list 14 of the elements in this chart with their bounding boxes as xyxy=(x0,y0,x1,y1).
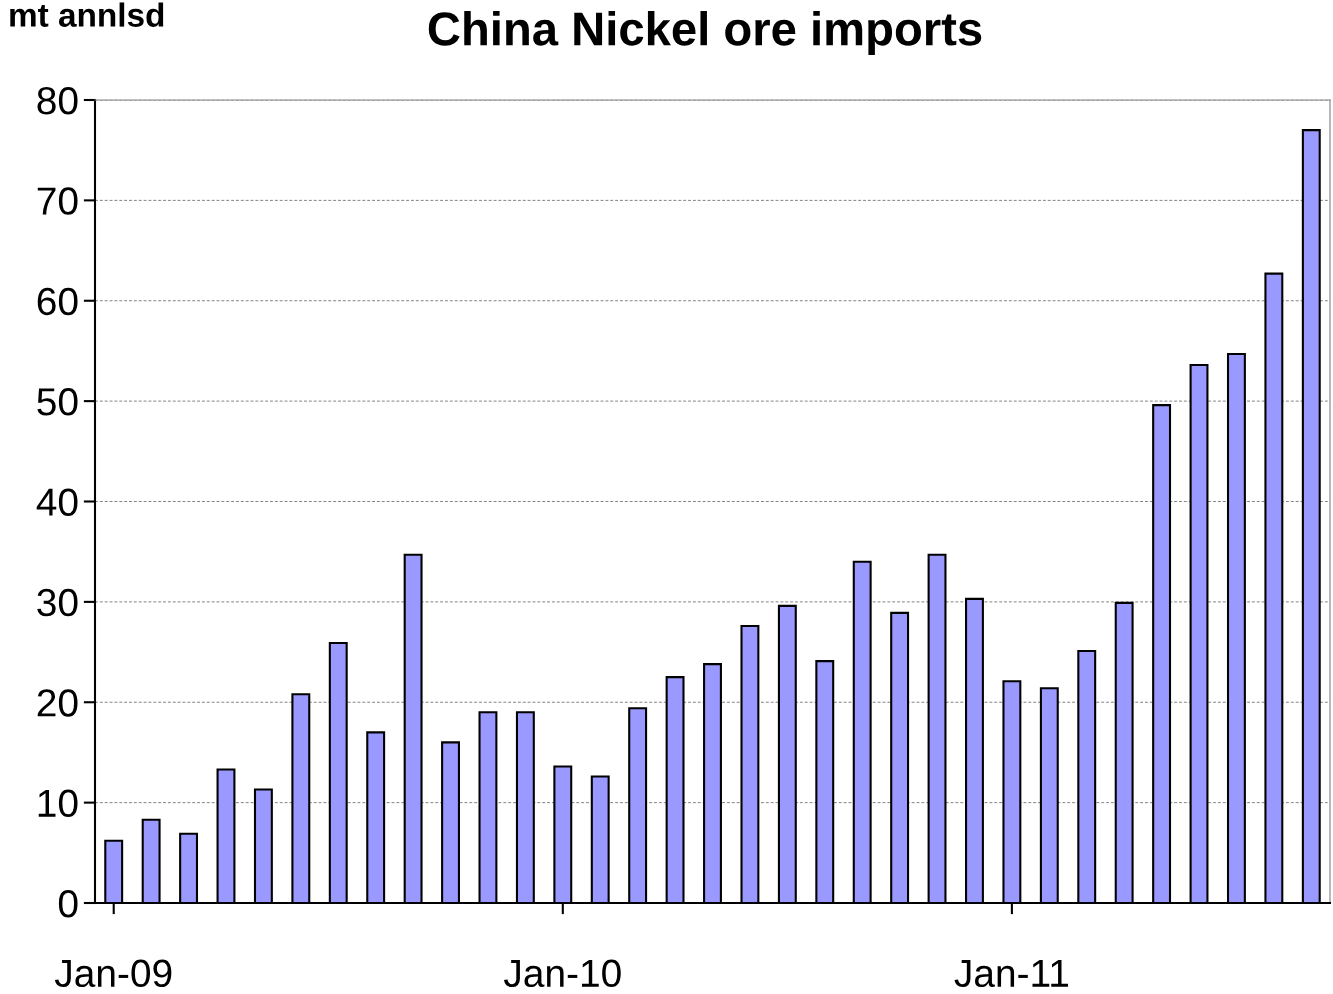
y-tick-label: 10 xyxy=(38,789,78,818)
x-tick-label: Jan-11 xyxy=(954,959,1069,988)
y-axis-title: mt annlsd xyxy=(10,2,164,27)
x-tick-label: Jan-10 xyxy=(503,959,621,988)
y-tick-label: 20 xyxy=(37,689,78,717)
y-tick-label: 80 xyxy=(37,86,78,115)
y-tick-label: 70 xyxy=(37,187,78,215)
x-tick-label: Jan-09 xyxy=(54,959,172,988)
chart-title: China Nickel ore imports xyxy=(428,10,982,56)
y-tick-label: 60 xyxy=(37,287,78,316)
y-tick-label: 50 xyxy=(37,388,78,416)
y-tick-label: 40 xyxy=(36,488,78,516)
y-tick-label: 0 xyxy=(58,889,78,918)
y-tick-label: 30 xyxy=(37,588,78,617)
